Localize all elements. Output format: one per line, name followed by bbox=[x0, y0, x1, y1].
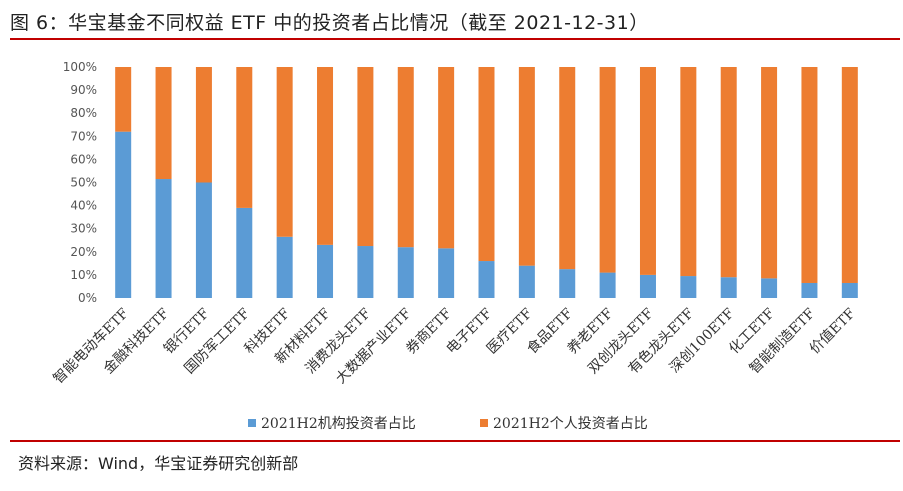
bar-individual bbox=[236, 67, 253, 208]
bar-institutional bbox=[761, 278, 778, 298]
bar-institutional bbox=[276, 236, 293, 298]
bar-individual bbox=[155, 67, 172, 180]
y-tick-label: 20% bbox=[70, 245, 97, 259]
legend: 2021H2机构投资者占比 2021H2个人投资者占比 bbox=[248, 416, 648, 432]
y-tick-label: 90% bbox=[70, 83, 97, 97]
bar-institutional bbox=[801, 282, 818, 298]
y-tick-label: 100% bbox=[63, 60, 97, 74]
x-axis-labels: 智能电动车ETF金融科技ETF银行ETF国防军工ETF科技ETF新材料ETF消费… bbox=[50, 305, 859, 387]
bar-individual bbox=[397, 67, 414, 248]
bottom-rule bbox=[10, 440, 900, 442]
bar-individual bbox=[680, 67, 697, 277]
y-tick-label: 30% bbox=[70, 222, 97, 236]
legend-label-institutional: 2021H2机构投资者占比 bbox=[261, 416, 416, 432]
bar-individual bbox=[478, 67, 495, 262]
bar-institutional bbox=[438, 248, 455, 298]
bar-institutional bbox=[680, 276, 697, 298]
bar-institutional bbox=[478, 261, 495, 298]
bar-institutional bbox=[841, 282, 858, 298]
header: 图 6：华宝基金不同权益 ETF 中的投资者占比情况（截至 2021-12-31… bbox=[10, 6, 895, 38]
bar-individual bbox=[518, 67, 535, 266]
bar-individual bbox=[317, 67, 334, 245]
bar-individual bbox=[276, 67, 293, 237]
y-tick-label: 60% bbox=[70, 152, 97, 166]
y-tick-label: 50% bbox=[70, 176, 97, 190]
bar-institutional bbox=[236, 207, 253, 298]
bar-individual bbox=[559, 67, 576, 270]
legend-label-individual: 2021H2个人投资者占比 bbox=[493, 416, 648, 432]
bar-individual bbox=[761, 67, 778, 279]
y-tick-label: 0% bbox=[78, 291, 97, 305]
bars bbox=[115, 67, 858, 298]
bar-individual bbox=[195, 67, 212, 183]
top-rule bbox=[10, 38, 900, 40]
bar-institutional bbox=[720, 277, 737, 298]
bar-individual bbox=[115, 67, 132, 132]
bar-institutional bbox=[115, 131, 132, 298]
legend-swatch-institutional bbox=[248, 419, 256, 427]
bar-institutional bbox=[195, 182, 212, 298]
bar-institutional bbox=[155, 179, 172, 298]
bar-institutional bbox=[559, 269, 576, 298]
y-tick-label: 10% bbox=[70, 268, 97, 282]
bar-individual bbox=[639, 67, 656, 275]
bar-individual bbox=[438, 67, 455, 249]
bar-individual bbox=[720, 67, 737, 278]
bar-individual bbox=[357, 67, 374, 247]
y-tick-label: 70% bbox=[70, 129, 97, 143]
bar-institutional bbox=[317, 244, 334, 298]
bar-individual bbox=[599, 67, 616, 273]
bar-individual bbox=[841, 67, 858, 283]
bar-institutional bbox=[357, 246, 374, 298]
bar-institutional bbox=[599, 272, 616, 298]
y-tick-label: 80% bbox=[70, 106, 97, 120]
source-note: 资料来源：Wind，华宝证券研究创新部 bbox=[18, 454, 299, 473]
y-tick-label: 40% bbox=[70, 199, 97, 213]
bar-institutional bbox=[518, 265, 535, 298]
bar-institutional bbox=[639, 274, 656, 298]
stacked-bar-chart: 0% 10% 20% 30% 40% 50% 60% 70% 80% 90% 100% 智能电动车E… bbox=[50, 60, 859, 432]
legend-swatch-individual bbox=[480, 419, 488, 427]
category-label: 价值ETF bbox=[807, 305, 859, 357]
bar-institutional bbox=[397, 247, 414, 298]
figure-title: 图 6：华宝基金不同权益 ETF 中的投资者占比情况（截至 2021-12-31… bbox=[10, 12, 649, 34]
bar-individual bbox=[801, 67, 818, 283]
y-axis: 0% 10% 20% 30% 40% 50% 60% 70% 80% 90% 100% bbox=[63, 60, 97, 305]
